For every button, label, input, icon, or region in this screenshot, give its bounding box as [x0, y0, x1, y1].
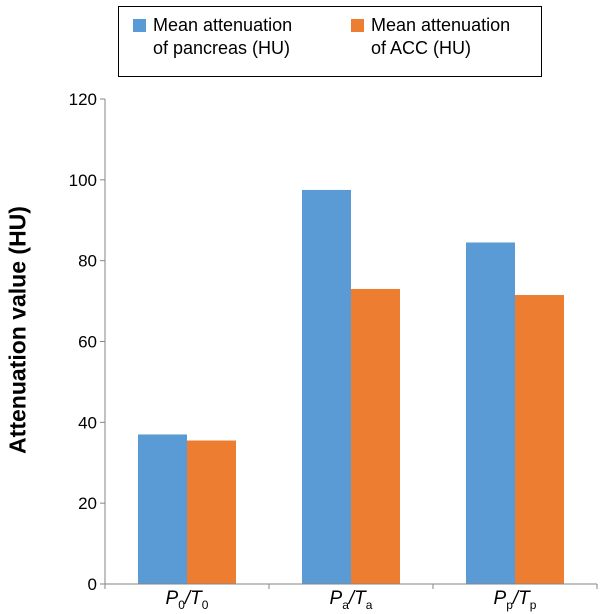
- y-tick-label: 0: [88, 575, 97, 594]
- x-tick-label: Pa/Ta: [330, 588, 373, 612]
- bar-pancreas-2: [466, 242, 515, 584]
- legend-item-pancreas: Mean attenuation of pancreas (HU): [133, 14, 292, 60]
- bar-acc-0: [187, 440, 236, 584]
- legend-swatch-pancreas: [133, 19, 146, 32]
- y-tick-label: 60: [78, 333, 97, 352]
- y-tick-label: 100: [69, 171, 97, 190]
- x-tick-label: P0/T0: [166, 588, 209, 612]
- x-tick-label: Pp/Tp: [494, 588, 537, 612]
- legend: Mean attenuation of pancreas (HU) Mean a…: [118, 6, 542, 77]
- bar-pancreas-1: [302, 189, 351, 584]
- bar-acc-2: [515, 295, 564, 584]
- legend-swatch-acc: [351, 19, 364, 32]
- y-axis: 0 20 40 60 80 100 120: [69, 90, 106, 594]
- legend-item-acc: Mean attenuation of ACC (HU): [351, 14, 510, 60]
- legend-label-pancreas: Mean attenuation of pancreas (HU): [153, 15, 293, 58]
- y-tick-label: 120: [69, 90, 97, 109]
- x-axis: P0/T0 Pa/Ta Pp/Tp: [104, 583, 598, 612]
- bars-group: [138, 189, 564, 584]
- y-tick-label: 40: [78, 413, 97, 432]
- bar-pancreas-0: [138, 434, 187, 584]
- y-tick-label: 80: [78, 252, 97, 271]
- bar-acc-1: [351, 288, 400, 584]
- y-axis-title: Attenuation value (HU): [4, 206, 31, 454]
- y-tick-label: 20: [78, 494, 97, 513]
- legend-label-acc: Mean attenuation of ACC (HU): [371, 15, 511, 58]
